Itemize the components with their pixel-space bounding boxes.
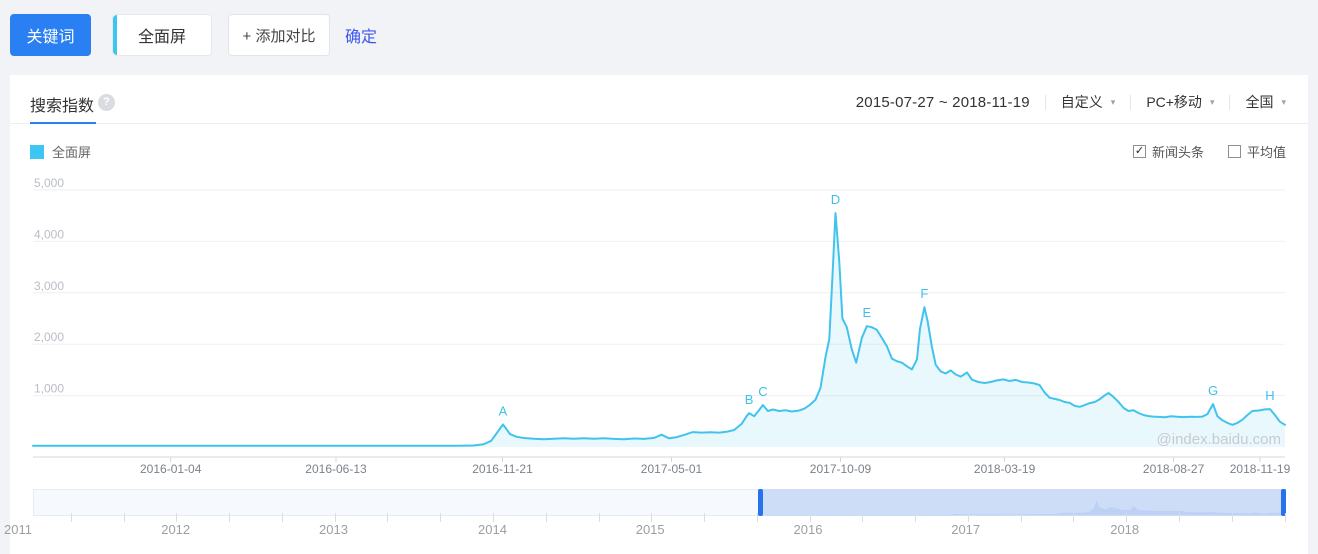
svg-text:H: H: [1265, 388, 1274, 403]
svg-text:F: F: [920, 286, 928, 301]
vertical-divider: [1130, 94, 1132, 110]
date-mode-dropdown[interactable]: 自定义 ▾: [1061, 92, 1116, 112]
svg-text:2,000: 2,000: [34, 330, 64, 344]
svg-text:2016-06-13: 2016-06-13: [305, 462, 367, 476]
legend-item[interactable]: 全面屏: [30, 142, 91, 161]
help-icon[interactable]: ?: [98, 94, 115, 111]
toggle-checkbox-0[interactable]: ✓ 新闻头条: [1132, 142, 1204, 161]
svg-text:2018-08-27: 2018-08-27: [1143, 462, 1205, 476]
year-label: 2017: [951, 522, 981, 537]
year-label: 2015: [635, 522, 665, 537]
year-label: 2012: [161, 522, 191, 537]
svg-text:2017-05-01: 2017-05-01: [641, 462, 703, 476]
platform-dropdown[interactable]: PC+移动 ▾: [1146, 92, 1214, 112]
keyword-card[interactable]: 全面屏: [112, 14, 212, 56]
toggle-label: 新闻头条: [1151, 145, 1204, 160]
keyword-button[interactable]: 关键词: [10, 14, 91, 56]
legend-swatch-icon: [30, 144, 44, 159]
year-label: 2011: [4, 522, 32, 537]
keyword-card-label: 全面屏: [137, 29, 186, 46]
svg-text:3,000: 3,000: [34, 279, 64, 293]
slider-mini-chart: [758, 500, 1286, 515]
slider-selection[interactable]: [758, 489, 1286, 516]
header-divider: [10, 123, 1308, 124]
svg-text:2018-11-19: 2018-11-19: [1230, 462, 1291, 476]
svg-text:D: D: [831, 192, 840, 207]
toggle-label: 平均值: [1246, 145, 1286, 160]
svg-text:2016-11-21: 2016-11-21: [472, 462, 533, 476]
filter-controls: 2015-07-27 ~ 2018-11-19 自定义 ▾ PC+移动 ▾ 全国 ▾: [856, 91, 1286, 113]
timeline-year-labels: 2011 2012 2013 2014 2015 2016 2017 2018: [4, 522, 1285, 540]
svg-text:C: C: [758, 384, 767, 399]
legend-label: 全面屏: [52, 145, 92, 160]
year-label: 2013: [319, 522, 348, 537]
timeline-slider[interactable]: [33, 489, 1286, 516]
svg-text:1,000: 1,000: [34, 382, 64, 396]
svg-text:B: B: [745, 392, 754, 407]
svg-text:2018-03-19: 2018-03-19: [974, 462, 1036, 476]
region-dropdown[interactable]: 全国 ▾: [1245, 92, 1286, 112]
svg-text:2017-10-09: 2017-10-09: [810, 462, 872, 476]
vertical-divider: [1229, 94, 1231, 110]
add-compare-button[interactable]: + 添加对比: [228, 14, 330, 56]
keyword-color-stripe-icon: [113, 15, 117, 55]
chevron-down-icon: ▾: [1281, 96, 1286, 107]
toggle-checkbox-1[interactable]: 平均值: [1227, 142, 1286, 161]
year-label: 2014: [478, 522, 507, 537]
slider-right-handle[interactable]: [1281, 489, 1286, 516]
region-dropdown-label: 全国: [1245, 94, 1274, 110]
chevron-down-icon: ▾: [1110, 96, 1116, 107]
overlay-toggles: ✓ 新闻头条 平均值: [1132, 142, 1286, 161]
date-range[interactable]: 2015-07-27 ~ 2018-11-19: [855, 93, 1030, 111]
active-tab-underline: [30, 122, 96, 124]
svg-text:G: G: [1208, 383, 1218, 398]
svg-text:@index.baidu.com: @index.baidu.com: [1157, 431, 1281, 448]
tab-search-index[interactable]: 搜索指数: [30, 98, 95, 115]
year-label: 2018: [1110, 522, 1140, 537]
confirm-link[interactable]: 确定: [345, 29, 378, 46]
chevron-down-icon: ▾: [1209, 96, 1215, 107]
unchecked-checkbox-icon: [1227, 145, 1241, 158]
platform-dropdown-label: PC+移动: [1146, 94, 1202, 110]
year-label: 2016: [793, 522, 823, 537]
slider-left-handle[interactable]: [758, 489, 763, 516]
date-mode-dropdown-label: 自定义: [1060, 94, 1103, 110]
vertical-divider: [1044, 94, 1046, 110]
checked-checkbox-icon: ✓: [1132, 145, 1146, 158]
svg-text:4,000: 4,000: [34, 227, 64, 241]
svg-text:E: E: [862, 305, 871, 320]
search-index-panel: 搜索指数 ? 2015-07-27 ~ 2018-11-19 自定义 ▾ PC+移动 ▾…: [4, 75, 1308, 554]
svg-text:A: A: [499, 403, 508, 418]
svg-text:5,000: 5,000: [34, 176, 64, 190]
svg-text:2016-01-04: 2016-01-04: [140, 462, 202, 476]
search-index-chart[interactable]: 1,000 2,000 3,000 4,000 5,000 2016-01-04 2016-…: [32, 172, 1291, 480]
